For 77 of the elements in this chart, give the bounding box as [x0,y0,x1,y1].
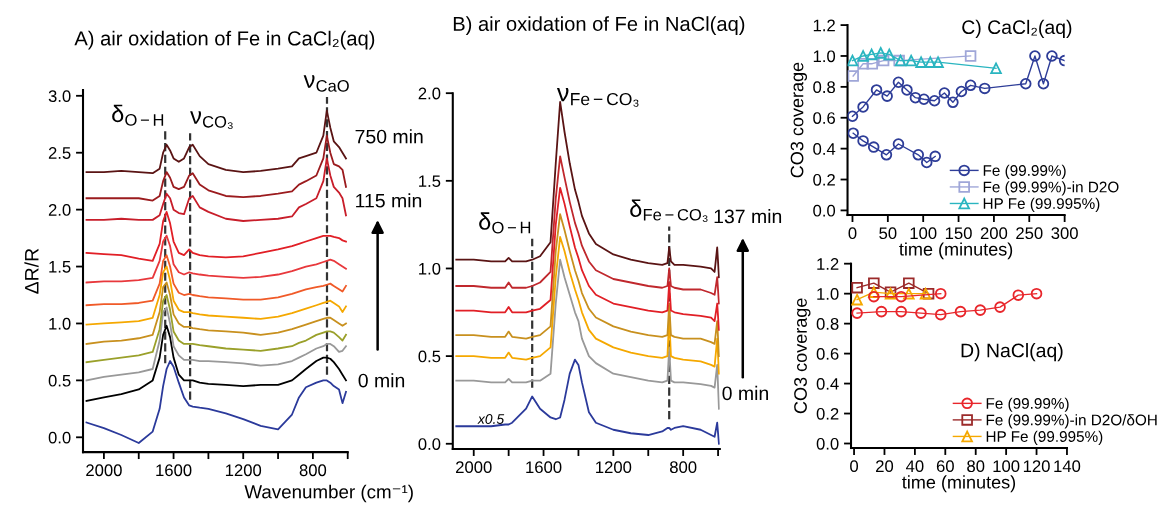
y-tick-label: 0.0 [48,431,71,444]
x-tick-label: 1600 [526,461,562,474]
text: 0 min [358,373,405,388]
y-tick-label: 1.2 [817,258,839,270]
x-axis-title: time (minutes) [899,242,1013,260]
x-tick-label: 1200 [225,464,262,477]
y-tick-label: 2.0 [48,204,71,216]
y-tick-label: 0.2 [813,173,835,186]
x-tick-label: 0 [848,227,857,240]
x-tick-label: 0 [850,460,859,473]
text: 115 min [356,193,422,208]
legend-label: HP Fe (99.995%) [983,197,1100,212]
x-tick-label: 80 [967,460,985,473]
y-tick-label: 0.5 [48,374,71,387]
x-tick-label: 140 [1054,460,1081,473]
y-tick-label: 0.2 [816,407,839,420]
x-tick-label: 300 [1051,227,1078,240]
x-tick-label: 250 [1016,227,1043,240]
x-tick-label: 100 [993,460,1020,473]
legend-label: Fe (99.99%)-in D2O/δOH [986,414,1157,429]
ref-line-label: δ$_{Fe−CO₃}$ [630,199,708,222]
ref-line-label: δ$_{O−H}$ [112,104,164,126]
legend-label: HP Fe (99.995%) [986,430,1103,445]
x-tick-label: 1600 [156,464,192,477]
chart-title: B) air oxidation of Fe in NaCl(aq) [453,16,745,35]
y-tick-label: 0.5 [418,350,441,363]
x-tick-label: 120 [1023,460,1050,473]
chart-title: C) CaCl₂(aq) [962,19,1072,38]
y-tick-label: 0.8 [816,318,839,330]
x-tick-label: 2000 [456,461,492,474]
ref-line-label: ν$_{CO₃}$ [190,111,233,129]
legend-label: Fe (99.99%) [983,164,1066,179]
x-tick-label: 800 [669,461,697,474]
x-tick-label: 40 [906,460,924,473]
ref-line-label: δ$_{O−H}$ [479,212,531,234]
annotation: 137 min [714,209,782,224]
y-tick-label: 2.0 [418,87,441,100]
text: 750 min [355,129,423,144]
y-tick-label: 0.0 [816,437,839,450]
x-tick-label: 100 [910,227,937,240]
y-tick-label: 0.0 [813,204,836,217]
y-tick-label: 2.5 [48,147,71,159]
y-axis-title: CO3 coverage [794,298,811,414]
x-tick-label: 800 [299,464,327,477]
y-tick-label: 0.8 [813,81,835,94]
y-tick-label: 1.2 [813,19,835,32]
y-tick-label: 0.6 [813,112,835,124]
annotation: x0.5 [477,414,505,424]
y-axis-title: ΔR/R [24,248,39,294]
annotation: ν$_{Fe−CO₃}$ [556,87,639,107]
y-tick-label: 1.5 [419,175,441,188]
x-tick-label: 60 [936,460,954,473]
y-tick-label: 0.0 [418,438,441,450]
ref-line-label: ν$_{CaO}$ [303,75,349,92]
text: D) NaCl(aq) [961,343,1063,362]
legend-label: Fe (99.99%) [986,397,1069,412]
x-tick-label: 200 [980,227,1008,240]
y-tick-label: 1.0 [49,317,71,330]
y-tick-label: 1.5 [49,261,71,273]
y-tick-label: 0.4 [816,377,839,390]
y-tick-label: 3.0 [48,90,71,103]
legend-label: Fe (99.99%)-in D2O [983,181,1119,196]
y-tick-label: 1.0 [817,288,839,300]
y-tick-label: 1.0 [419,262,441,275]
y-tick-label: 0.4 [813,143,836,155]
x-tick-label: 2000 [86,464,122,477]
x-tick-label: 20 [876,460,894,473]
y-tick-label: 1.0 [813,50,836,63]
x-tick-label: 150 [945,227,972,240]
x-tick-label: 1200 [596,461,632,474]
text: 0 min [722,385,768,401]
y-tick-label: 0.6 [816,347,839,360]
x-axis-title: Wavenumber (cm⁻¹) [244,484,413,503]
x-tick-label: 50 [879,227,897,240]
x-axis-title: time (minutes) [902,475,1016,493]
chart-title: A) air oxidation of Fe in CaCl₂(aq) [74,30,375,50]
y-axis-title: CO3 coverage [790,62,807,178]
